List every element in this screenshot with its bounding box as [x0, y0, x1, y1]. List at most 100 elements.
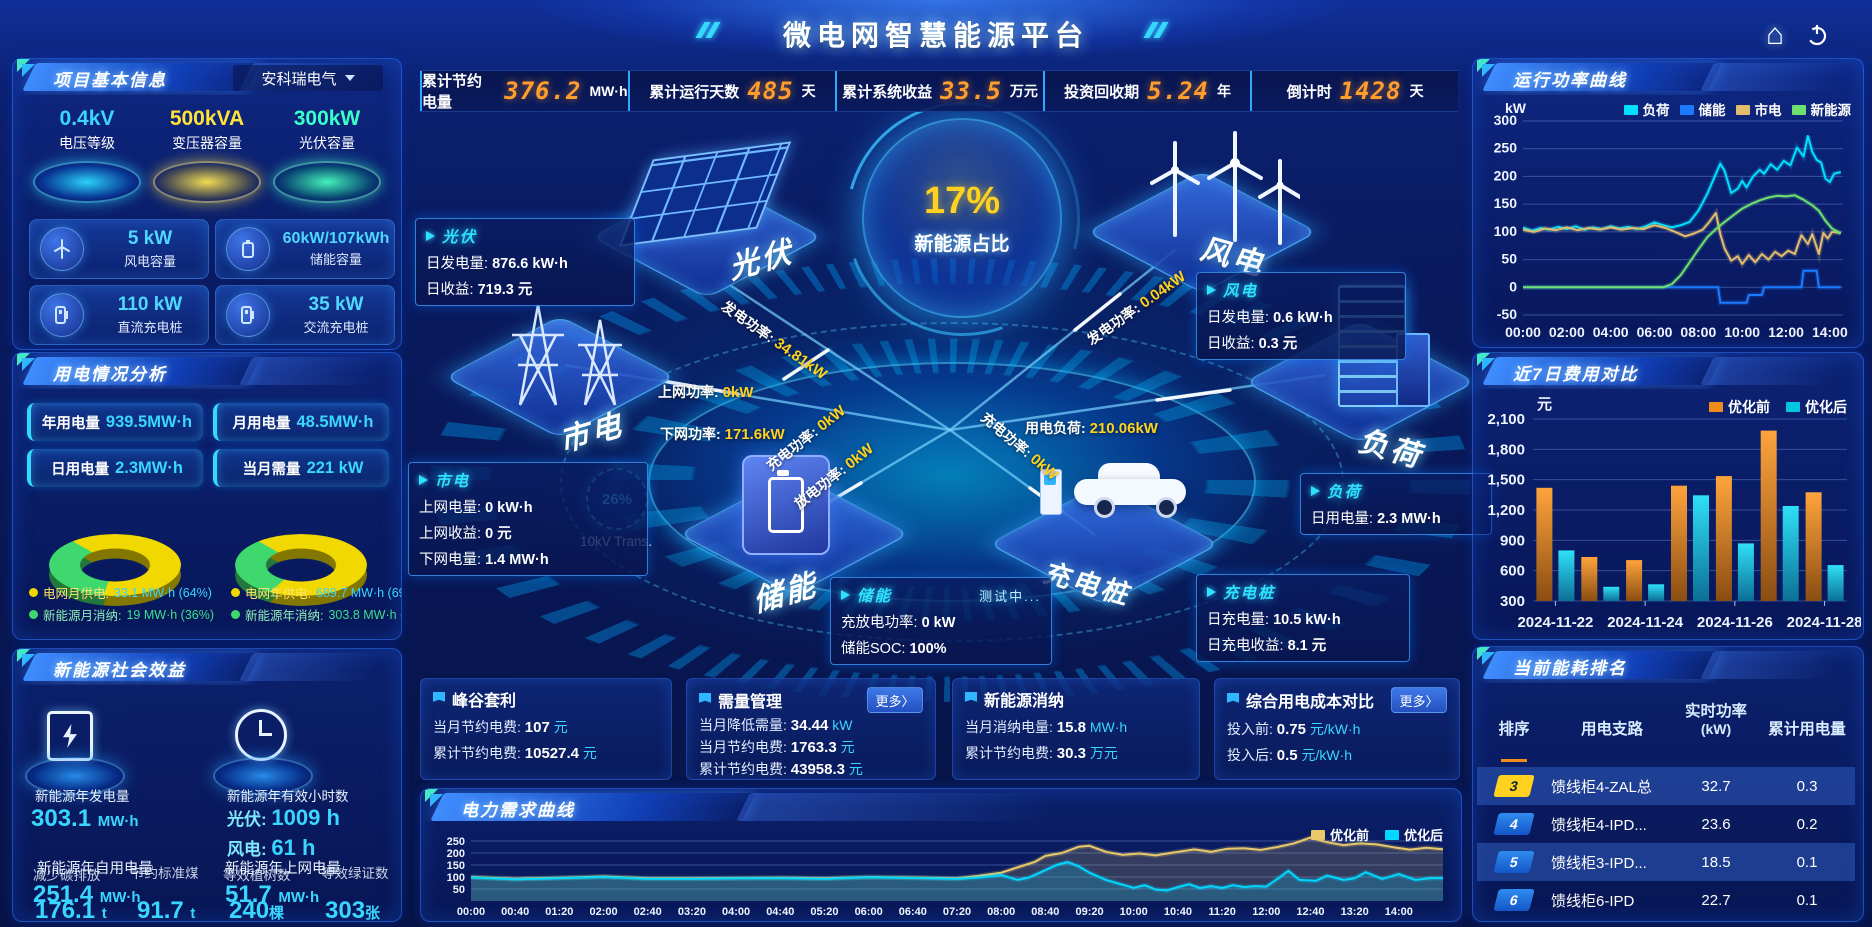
ev-info-box: 充电桩 日充电量: 10.5 kW·h 日充电收益: 8.1 元: [1196, 574, 1410, 662]
coal-value: 91.7 t: [137, 897, 196, 922]
power-curve-legend: 负荷 储能 市电 新能源: [1623, 99, 1851, 119]
ev-box-title: 充电桩: [1223, 585, 1276, 602]
svg-text:06:00: 06:00: [1637, 324, 1673, 340]
panel-corner-icon: [1477, 353, 1497, 373]
hours-label: 新能源年有效小时数: [227, 789, 349, 804]
svg-text:12:40: 12:40: [1296, 906, 1324, 918]
selfuse-label: 新能源年自用电量: [37, 861, 153, 877]
energy-ranking-panel: 当前能耗排名 排序 用电支路 实时功率 (kW) 累计用电量 3 馈线柜4-ZAL…: [1472, 646, 1864, 922]
svg-text:2024-11-28: 2024-11-28: [1787, 614, 1861, 631]
svg-text:02:40: 02:40: [634, 906, 662, 918]
ranking-header-divider: [1501, 759, 1527, 762]
co2-label: 减少碳排放: [33, 868, 101, 883]
svg-text:14:00: 14:00: [1812, 324, 1848, 340]
trees-value: 240棵: [229, 897, 285, 922]
wind-info-box: 风电 日发电量: 0.6 kW·h 日收益: 0.3 元: [1196, 272, 1406, 360]
export-value: 51.7 MW·h: [225, 881, 320, 908]
company-select[interactable]: 安科瑞电气: [233, 65, 383, 91]
kpi-saved-energy: 累计节约电量 376.2 MW·h: [420, 71, 628, 111]
svg-text:00:00: 00:00: [457, 906, 485, 918]
svg-text:900: 900: [1500, 532, 1525, 549]
kpi-countdown: 倒计时 1428 天: [1250, 71, 1458, 111]
kpi-payback-period: 投资回收期 5.24 年: [1042, 71, 1251, 111]
demand-curve-legend: 优化前 优化后: [1310, 825, 1443, 844]
svg-text:14:00: 14:00: [1385, 906, 1413, 918]
wind-box-title: 风电: [1223, 283, 1259, 300]
power-curve-chart: 300 250 200 150 100 50 0 -50 00:00 02:00 04:00 06:0…: [1494, 100, 1848, 340]
wind-turbine-icon: [54, 239, 70, 259]
svg-text:10:40: 10:40: [1164, 906, 1192, 918]
svg-text:150: 150: [1494, 195, 1518, 211]
pv-info-box: 光伏 日发电量: 876.6 kW·h 日收益: 719.3 元: [415, 218, 635, 306]
cost-compare-panel: 近7日费用对比 优化前 优化后 2,100 1,800 1,500 1,200 900 60…: [1472, 352, 1864, 640]
panel-corner-icon: [425, 789, 445, 809]
selfuse-value: 251.4 MW·h: [33, 881, 141, 908]
home-button[interactable]: ⌂: [1756, 18, 1794, 52]
svg-text:1,800: 1,800: [1487, 441, 1525, 458]
cert-label: 等效绿证数: [321, 866, 389, 881]
svg-text:2024-11-24: 2024-11-24: [1607, 614, 1684, 631]
hours-pv: 光伏: 1009 h: [227, 805, 340, 830]
car-wheel-l: [1094, 497, 1115, 518]
svg-text:03:20: 03:20: [678, 906, 706, 918]
co2-value: 176.1 t: [35, 897, 107, 922]
svg-text:10:00: 10:00: [1120, 906, 1148, 918]
battery-icon: [242, 240, 254, 258]
svg-text:kW: kW: [453, 821, 470, 824]
svg-text:100: 100: [447, 872, 465, 884]
grid-info-box: 市电 上网电量: 0 kW·h 上网收益: 0 元 下网电量: 1.4 MW·h: [408, 462, 648, 576]
capacity-card-dc-charger: 110 kW 直流充电桩: [29, 285, 209, 345]
svg-text:2024-11-26: 2024-11-26: [1697, 614, 1773, 631]
svg-text:600: 600: [1500, 563, 1525, 580]
power-usage-panel: 用电情况分析 年用电量 939.5MW·h 月用电量 48.5MW·h 日用电量 2.…: [12, 352, 402, 640]
svg-text:08:00: 08:00: [987, 906, 1015, 918]
more-button[interactable]: 更多〉: [1391, 687, 1447, 713]
stat-month-demand: 当月需量 221 kW: [213, 449, 389, 487]
gen-label: 新能源年发电量: [35, 789, 130, 804]
ranking-row[interactable]: 4 馈线柜4-IPD... 23.6 0.2: [1477, 805, 1855, 843]
stat-year-usage: 年用电量 939.5MW·h: [27, 403, 203, 441]
svg-text:50: 50: [1501, 251, 1517, 267]
cost-bars-chart: 2,100 1,800 1,500 1,200 900 600 300 元 2024-11-22…: [1487, 396, 1861, 631]
charger-icon: [55, 306, 68, 324]
project-info-panel: 项目基本信息 安科瑞电气 0.4kV 电压等级 500kVA 变压器容量 300…: [12, 58, 402, 350]
capacity-card-ac-charger: 35 kW 交流充电桩: [215, 285, 395, 345]
svg-text:250: 250: [447, 836, 465, 848]
renewable-absorb-card: 新能源消纳 当月消纳电量: 15.8 MW·h 累计节约电费: 30.3 万元: [952, 678, 1200, 780]
pedestal-transformer: 500kVA 变压器容量: [147, 107, 267, 203]
svg-text:元: 元: [1537, 396, 1552, 413]
legend-year-grid: 电网年供电:689.7 MW·h (69%): [231, 583, 401, 602]
renewable-share-core: 17% 新能源占比: [862, 118, 1062, 318]
load-info-box: 负荷 日用电量: 2.3 MW·h: [1300, 473, 1492, 535]
pedestal-voltage: 0.4kV 电压等级: [27, 107, 147, 203]
ranking-row[interactable]: 3 馈线柜4-ZAL总 32.7 0.3: [1477, 767, 1855, 805]
car-wheel-r: [1156, 497, 1177, 518]
svg-text:12:00: 12:00: [1252, 906, 1280, 918]
renewable-benefit-panel: 新能源社会效益 新能源年发电量 303.1 MW·h 新能源年有效小时数 光伏:…: [12, 648, 402, 922]
icon-pedestal-glow: [25, 757, 125, 795]
stat-month-usage: 月用电量 48.5MW·h: [213, 403, 389, 441]
svg-text:00:00: 00:00: [1505, 324, 1541, 340]
energy-panel-icon: [47, 711, 93, 761]
svg-text:kW: kW: [1505, 100, 1527, 116]
svg-text:1,200: 1,200: [1487, 502, 1525, 519]
panel-corner-icon: [17, 353, 37, 373]
svg-text:2,100: 2,100: [1487, 411, 1525, 428]
svg-text:300: 300: [1494, 112, 1518, 128]
panel-corner-icon: [1477, 59, 1497, 79]
more-button[interactable]: 更多〉: [867, 687, 923, 713]
svg-text:00:40: 00:40: [501, 906, 529, 918]
svg-text:250: 250: [1494, 140, 1518, 156]
stat-day-usage: 日用电量 2.3MW·h: [27, 449, 203, 487]
power-button[interactable]: [1798, 18, 1836, 52]
ranking-row[interactable]: 6 馈线柜6-IPD 22.7 0.1: [1477, 881, 1855, 919]
pv-box-title: 光伏: [442, 229, 478, 246]
svg-text:02:00: 02:00: [589, 906, 617, 918]
project-info-title: 项目基本信息: [53, 71, 167, 90]
svg-text:05:20: 05:20: [810, 906, 838, 918]
hours-wind: 风电: 61 h: [227, 835, 316, 860]
chevron-down-icon: [344, 75, 355, 81]
pointer-icon: [426, 231, 435, 241]
ranking-row[interactable]: 5 馈线柜3-IPD... 18.5 0.1: [1477, 843, 1855, 881]
pedestal-glow: [273, 161, 381, 203]
